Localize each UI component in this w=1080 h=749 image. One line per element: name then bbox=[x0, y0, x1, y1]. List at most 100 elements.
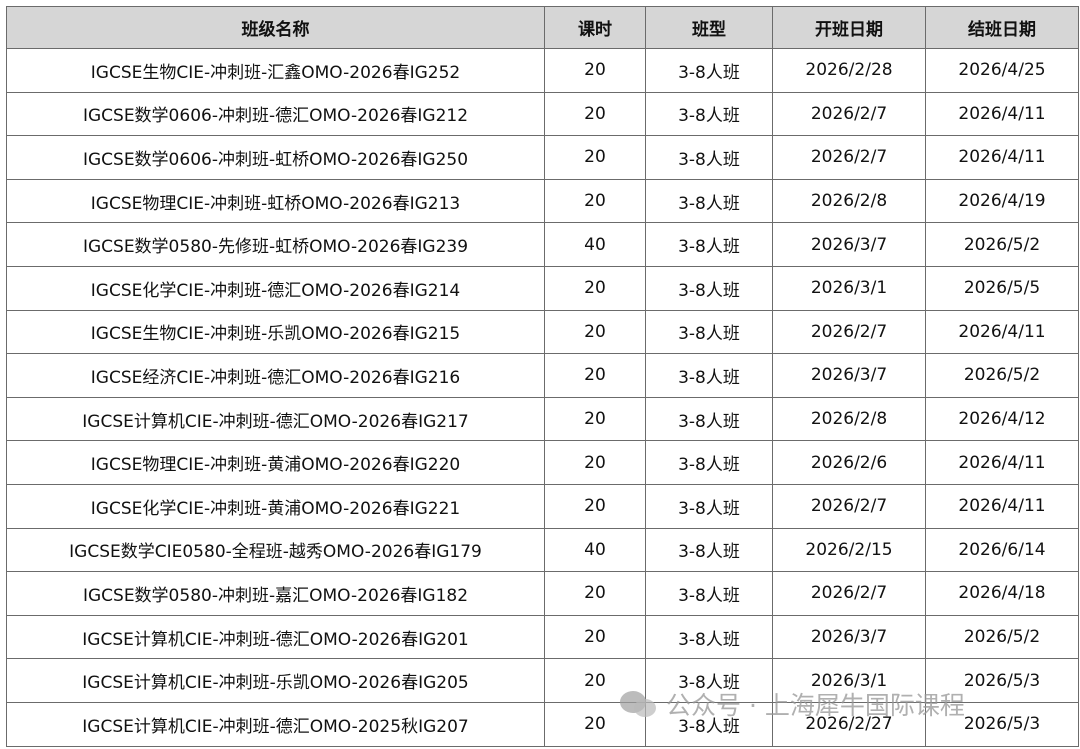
table-body: IGCSE生物CIE-冲刺班-汇鑫OMO-2026春IG252 20 3-8人班 20… bbox=[6, 48, 1079, 747]
table-cell: 20 bbox=[544, 265, 646, 311]
watermark-icon bbox=[620, 691, 656, 717]
table-cell: 3-8人班 bbox=[645, 135, 773, 180]
table-row: IGCSE物理CIE-冲刺班-虹桥OMO-2026春IG213 20 3-8人班 20… bbox=[6, 178, 1079, 224]
table-cell: 2026/2/7 bbox=[772, 91, 926, 137]
table-cell: 3-8人班 bbox=[645, 353, 773, 398]
table-cell: 3-8人班 bbox=[645, 483, 773, 529]
table-cell: 3-8人班 bbox=[645, 701, 773, 747]
table-cell: 3-8人班 bbox=[645, 396, 773, 442]
table-cell: 2026/5/2 bbox=[925, 614, 1079, 660]
table-cell: 20 bbox=[544, 309, 646, 355]
table-row: IGCSE数学0580-冲刺班-嘉汇OMO-2026春IG182 20 3-8人班 2… bbox=[6, 571, 1079, 616]
header-cell: 结班日期 bbox=[925, 6, 1079, 49]
table-cell: IGCSE计算机CIE-冲刺班-德汇OMO-2025秋IG207 bbox=[6, 701, 545, 747]
header-cell: 课时 bbox=[544, 6, 646, 49]
table-cell: 2026/2/15 bbox=[772, 527, 926, 573]
table-cell: IGCSE数学0606-冲刺班-德汇OMO-2026春IG212 bbox=[6, 91, 545, 137]
table-cell: 2026/5/2 bbox=[925, 353, 1079, 398]
table-cell: 20 bbox=[544, 178, 646, 224]
table-cell: 2026/4/11 bbox=[925, 135, 1079, 180]
table-cell: 3-8人班 bbox=[645, 614, 773, 660]
table-cell: 2026/5/3 bbox=[925, 658, 1079, 703]
table-cell: IGCSE化学CIE-冲刺班-德汇OMO-2026春IG214 bbox=[6, 265, 545, 311]
course-table: 班级名称 课时 班型 开班日期 结班日期 IGCSE生物CIE-冲刺班-汇鑫OMO-20… bbox=[6, 6, 1079, 747]
table-cell: 2026/3/7 bbox=[772, 353, 926, 398]
table-cell: 2026/3/7 bbox=[772, 614, 926, 660]
table-cell: 40 bbox=[544, 527, 646, 573]
table-row: IGCSE数学0580-先修班-虹桥OMO-2026春IG239 40 3-8人班 2… bbox=[6, 222, 1079, 267]
table-cell: 2026/4/11 bbox=[925, 440, 1079, 485]
table-cell: 2026/4/11 bbox=[925, 91, 1079, 137]
header-cell: 班级名称 bbox=[6, 6, 545, 49]
table-cell: 2026/3/1 bbox=[772, 265, 926, 311]
table-cell: 2026/3/7 bbox=[772, 222, 926, 267]
table-row: IGCSE计算机CIE-冲刺班-德汇OMO-2026春IG201 20 3-8人班 2… bbox=[6, 614, 1079, 660]
table-cell: IGCSE计算机CIE-冲刺班-德汇OMO-2026春IG217 bbox=[6, 396, 545, 442]
table-cell: 2026/2/8 bbox=[772, 178, 926, 224]
table-row: IGCSE经济CIE-冲刺班-德汇OMO-2026春IG216 20 3-8人班 20… bbox=[6, 353, 1079, 398]
table-cell: 2026/2/8 bbox=[772, 396, 926, 442]
table-cell: 3-8人班 bbox=[645, 222, 773, 267]
table-cell: 2026/5/2 bbox=[925, 222, 1079, 267]
table-cell: 20 bbox=[544, 483, 646, 529]
table-row: IGCSE化学CIE-冲刺班-德汇OMO-2026春IG214 20 3-8人班 20… bbox=[6, 265, 1079, 311]
table-cell: 2026/4/11 bbox=[925, 483, 1079, 529]
table-row: IGCSE化学CIE-冲刺班-黄浦OMO-2026春IG221 20 3-8人班 20… bbox=[6, 483, 1079, 529]
table-row: IGCSE计算机CIE-冲刺班-乐凯OMO-2026春IG205 20 3-8人班 2… bbox=[6, 658, 1079, 703]
table-cell: 2026/3/1 bbox=[772, 658, 926, 703]
table-cell: 2026/2/27 bbox=[772, 701, 926, 747]
watermark: 公众号 · 上海犀牛国际课程 bbox=[618, 686, 965, 722]
table-cell: IGCSE物理CIE-冲刺班-虹桥OMO-2026春IG213 bbox=[6, 178, 545, 224]
table-cell: 2026/5/3 bbox=[925, 701, 1079, 747]
table-cell: 3-8人班 bbox=[645, 48, 773, 93]
table-cell: 2026/2/28 bbox=[772, 48, 926, 93]
table-cell: IGCSE数学0580-冲刺班-嘉汇OMO-2026春IG182 bbox=[6, 571, 545, 616]
table-cell: 3-8人班 bbox=[645, 265, 773, 311]
table-row: IGCSE数学0606-冲刺班-德汇OMO-2026春IG212 20 3-8人班 2… bbox=[6, 91, 1079, 137]
table-cell: IGCSE计算机CIE-冲刺班-德汇OMO-2026春IG201 bbox=[6, 614, 545, 660]
table-row: IGCSE数学CIE0580-全程班-越秀OMO-2026春IG179 40 3-8… bbox=[6, 527, 1079, 573]
table-cell: IGCSE数学0580-先修班-虹桥OMO-2026春IG239 bbox=[6, 222, 545, 267]
table-cell: 3-8人班 bbox=[645, 440, 773, 485]
table-cell: 3-8人班 bbox=[645, 527, 773, 573]
table-cell: 2026/4/18 bbox=[925, 571, 1079, 616]
table-cell: IGCSE计算机CIE-冲刺班-乐凯OMO-2026春IG205 bbox=[6, 658, 545, 703]
table-cell: 40 bbox=[544, 222, 646, 267]
table-cell: 2026/4/11 bbox=[925, 309, 1079, 355]
table-cell: 2026/2/6 bbox=[772, 440, 926, 485]
table-cell: 3-8人班 bbox=[645, 178, 773, 224]
table-cell: IGCSE物理CIE-冲刺班-黄浦OMO-2026春IG220 bbox=[6, 440, 545, 485]
table-cell: 2026/4/25 bbox=[925, 48, 1079, 93]
table-row: IGCSE数学0606-冲刺班-虹桥OMO-2026春IG250 20 3-8人班 2… bbox=[6, 135, 1079, 180]
table-cell: IGCSE生物CIE-冲刺班-乐凯OMO-2026春IG215 bbox=[6, 309, 545, 355]
table-cell: 3-8人班 bbox=[645, 571, 773, 616]
table-row: IGCSE计算机CIE-冲刺班-德汇OMO-2026春IG217 20 3-8人班 2… bbox=[6, 396, 1079, 442]
table-cell: IGCSE数学CIE0580-全程班-越秀OMO-2026春IG179 bbox=[6, 527, 545, 573]
table-row: IGCSE生物CIE-冲刺班-乐凯OMO-2026春IG215 20 3-8人班 20… bbox=[6, 309, 1079, 355]
table-cell: 2026/6/14 bbox=[925, 527, 1079, 573]
table-cell: 20 bbox=[544, 91, 646, 137]
table-cell: 20 bbox=[544, 135, 646, 180]
table-row: IGCSE计算机CIE-冲刺班-德汇OMO-2025秋IG207 20 3-8人班 2… bbox=[6, 701, 1079, 747]
table-cell: 2026/2/7 bbox=[772, 483, 926, 529]
table-cell: 20 bbox=[544, 48, 646, 93]
table-cell: 20 bbox=[544, 614, 646, 660]
watermark-text: 公众号 · 上海犀牛国际课程 bbox=[666, 691, 965, 720]
table-cell: 3-8人班 bbox=[645, 309, 773, 355]
table-cell: 2026/4/19 bbox=[925, 178, 1079, 224]
table-cell: 20 bbox=[544, 396, 646, 442]
table-cell: 2026/2/7 bbox=[772, 571, 926, 616]
table-cell: IGCSE生物CIE-冲刺班-汇鑫OMO-2026春IG252 bbox=[6, 48, 545, 93]
table-row: IGCSE物理CIE-冲刺班-黄浦OMO-2026春IG220 20 3-8人班 20… bbox=[6, 440, 1079, 485]
header-cell: 班型 bbox=[645, 6, 773, 49]
table-cell: 2026/2/7 bbox=[772, 309, 926, 355]
table-cell: 2026/2/7 bbox=[772, 135, 926, 180]
table-cell: IGCSE化学CIE-冲刺班-黄浦OMO-2026春IG221 bbox=[6, 483, 545, 529]
table-cell: 20 bbox=[544, 571, 646, 616]
header-cell: 开班日期 bbox=[772, 6, 926, 49]
table-cell: 3-8人班 bbox=[645, 91, 773, 137]
table-cell: IGCSE数学0606-冲刺班-虹桥OMO-2026春IG250 bbox=[6, 135, 545, 180]
table-cell: IGCSE经济CIE-冲刺班-德汇OMO-2026春IG216 bbox=[6, 353, 545, 398]
header-row: 班级名称 课时 班型 开班日期 结班日期 bbox=[6, 6, 1079, 49]
table-cell: 2026/5/5 bbox=[925, 265, 1079, 311]
